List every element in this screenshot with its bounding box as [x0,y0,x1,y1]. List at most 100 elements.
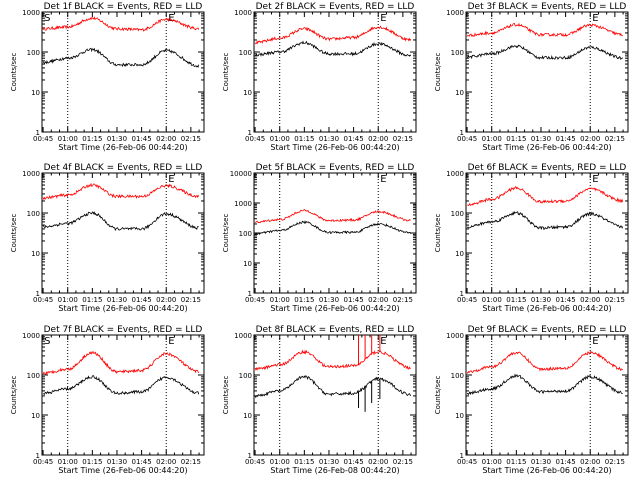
panel-title: Det 5f BLACK = Events, RED = LLD [256,163,415,173]
y-tick-label: 100 [451,210,464,218]
y-tick-label: 10 [455,89,464,97]
x-axis-label: Start Time (26-Feb-06 00:44:20) [270,143,399,152]
end-marker: E [168,174,174,185]
x-tick-label: 01:00 [58,458,78,466]
y-tick-label: 1 [460,290,464,298]
y-tick-label: 100 [27,210,40,218]
panel-title: Det 9f BLACK = Events, RED = LLD [468,325,627,335]
y-axis-label: Counts/sec [434,376,442,415]
plot-frame [253,334,417,456]
x-tick-label: 01:00 [58,135,78,143]
plot-frame [253,11,417,133]
end-marker: E [168,13,174,24]
y-axis-label: Counts/sec [222,53,230,92]
x-tick-label: 01:15 [82,296,102,304]
x-tick-label: 02:15 [181,296,201,304]
series-events-black [254,40,412,57]
y-tick-label: 1 [36,129,40,137]
end-marker: E [380,336,386,347]
y-axis-label: Counts/sec [434,53,442,92]
y-tick-label: 10 [31,250,40,258]
x-axis-label: Start Time (26-Feb-06 00:44:20) [482,466,611,475]
x-tick-label: 02:00 [368,458,388,466]
y-tick-label: 100 [239,372,252,380]
panel-3: Det 3f BLACK = Events, RED = LLD 1 10 100 10… [434,2,629,152]
panel-1: Det 1f BLACK = Events, RED = LLD 1 10 100 10… [10,2,205,152]
x-axis-label: Start Time (26-Feb-06 00:44:20) [58,466,187,475]
panel-8: Det 8f BLACK = Events, RED = LLD 1 10 100 10… [222,325,417,475]
series-lld-red [467,186,624,207]
x-tick-label: 01:00 [58,296,78,304]
x-tick-label: 01:15 [506,135,526,143]
panel-4: Det 4f BLACK = Events, RED = LLD 1 10 100 10… [10,163,205,313]
plot-frame [41,334,205,456]
y-tick-label: 1000 [446,332,464,340]
panel-title: Det 7f BLACK = Events, RED = LLD [44,325,203,335]
x-tick-label: 01:45 [556,458,576,466]
x-tick-label: 02:15 [605,458,625,466]
x-tick-label: 01:15 [506,296,526,304]
panel-7: Det 7f BLACK = Events, RED = LLD 1 10 100 10… [10,325,205,475]
start-marker: S [44,13,50,24]
panel-title: Det 4f BLACK = Events, RED = LLD [44,163,203,173]
y-axis-label: Counts/sec [10,376,18,415]
x-tick-label: 02:00 [156,135,176,143]
end-marker: E [168,336,174,347]
end-marker: E [592,174,598,185]
series-lld-red [254,349,411,371]
x-tick-label: 01:30 [531,135,551,143]
y-tick-label: 100 [451,372,464,380]
x-tick-label: 01:30 [531,458,551,466]
end-marker: E [592,336,598,347]
x-tick-label: 00:45 [245,458,265,466]
x-tick-label: 02:15 [393,296,413,304]
x-tick-label: 01:45 [344,135,364,143]
x-tick-label: 02:15 [393,135,413,143]
x-tick-label: 02:15 [605,135,625,143]
plot-frame [465,172,629,294]
x-tick-label: 02:00 [580,296,600,304]
x-tick-label: 01:15 [506,458,526,466]
plot-frame [41,11,205,133]
panel-title: Det 8f BLACK = Events, RED = LLD [256,325,415,335]
y-tick-label: 100 [27,49,40,57]
y-tick-label: 10000 [230,170,252,178]
y-axis-label: Counts/sec [10,53,18,92]
x-tick-label: 02:15 [605,296,625,304]
x-tick-label: 01:45 [132,135,152,143]
x-tick-label: 02:00 [368,135,388,143]
x-tick-label: 00:45 [457,135,477,143]
x-tick-label: 01:00 [482,458,502,466]
y-tick-label: 1000 [22,9,40,17]
x-tick-label: 01:30 [531,296,551,304]
x-tick-label: 01:15 [294,458,314,466]
x-tick-label: 02:00 [156,458,176,466]
y-tick-label: 1000 [446,170,464,178]
x-tick-label: 02:15 [181,135,201,143]
x-axis-label: Start Time (26-Feb-06 00:44:20) [482,304,611,313]
y-tick-label: 10 [455,250,464,258]
panel-title: Det 3f BLACK = Events, RED = LLD [468,2,627,12]
y-tick-label: 1 [248,129,252,137]
x-axis-label: Start Time (26-Feb-06 00:44:20) [58,304,187,313]
end-marker: E [380,174,386,185]
x-tick-label: 01:15 [82,135,102,143]
x-tick-label: 00:45 [33,135,53,143]
end-marker: E [380,13,386,24]
x-tick-label: 02:00 [580,458,600,466]
x-tick-label: 01:00 [482,135,502,143]
x-tick-label: 01:45 [344,458,364,466]
y-tick-label: 10 [243,89,252,97]
x-tick-label: 02:15 [393,458,413,466]
y-tick-label: 1 [460,129,464,137]
y-tick-label: 1000 [22,332,40,340]
x-tick-label: 01:00 [482,296,502,304]
series-events-black [466,373,623,396]
y-axis-label: Counts/sec [222,214,230,253]
series-events-black [254,220,412,236]
series-lld-red [466,22,623,38]
y-tick-label: 100 [239,230,252,238]
series-events-black [254,375,412,399]
x-tick-label: 00:45 [33,296,53,304]
series-events-black [467,44,624,60]
